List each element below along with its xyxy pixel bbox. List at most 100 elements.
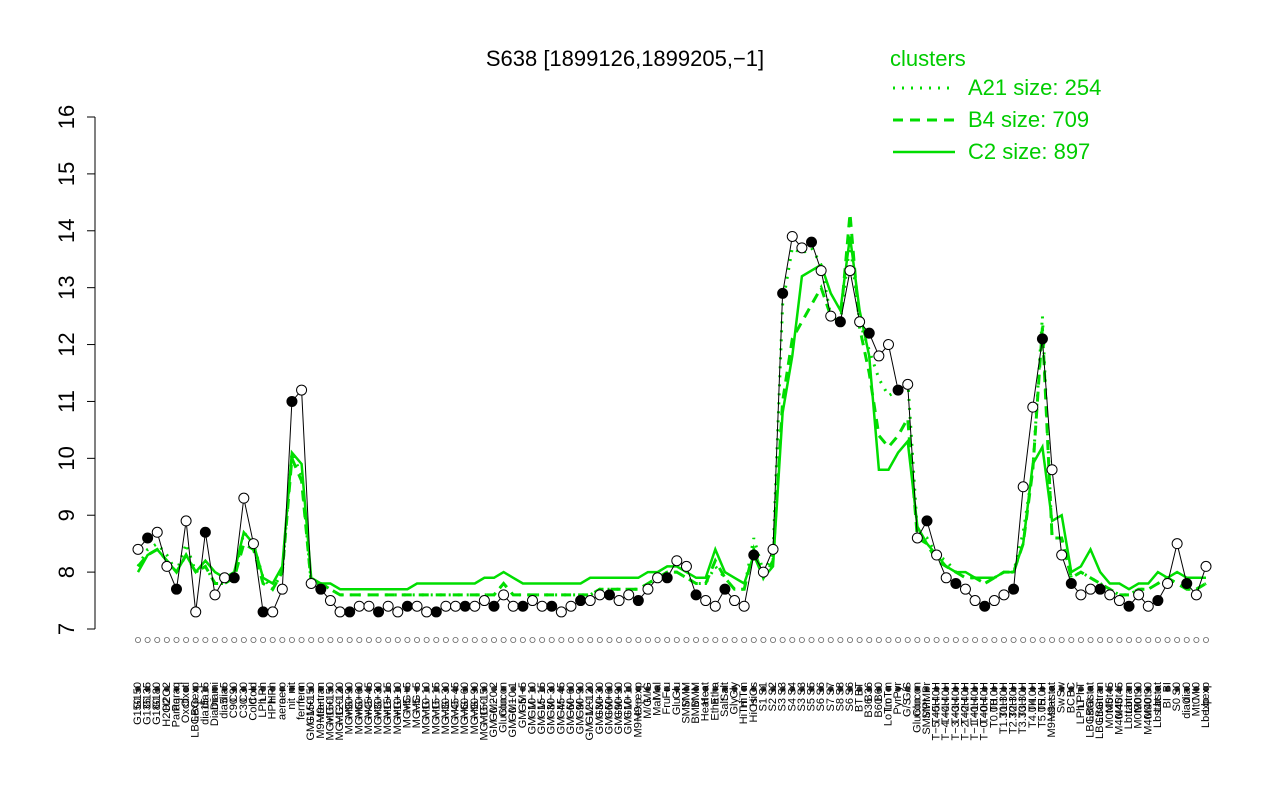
x-tick-mark — [529, 637, 536, 644]
x-tick-dot — [1020, 686, 1027, 692]
x-tick-mark — [1049, 637, 1056, 644]
x-tick-mark — [510, 637, 517, 644]
data-point — [959, 583, 971, 595]
x-tick-label: GM−0.2 — [488, 682, 500, 721]
x-tick-label-lower: S4 — [786, 698, 798, 711]
data-point — [488, 600, 500, 612]
x-tick-dot — [1135, 686, 1142, 692]
x-tick-mark — [991, 637, 998, 644]
data-point — [613, 595, 625, 607]
x-tick-dot — [375, 686, 382, 692]
x-tick-dot — [1154, 686, 1161, 692]
x-tick-label: G180 — [151, 682, 163, 709]
x-tick-label-lower: Cold — [247, 698, 259, 721]
x-tick-label-lower: T−3.40H — [950, 698, 962, 741]
x-tick-dot — [981, 686, 988, 692]
x-tick-label: Etha — [709, 681, 721, 705]
x-tick-dot — [1203, 686, 1209, 692]
x-tick-label: GM−45 — [555, 682, 567, 718]
x-tick-label-lower: MG+30 — [373, 698, 385, 734]
x-tick-mark — [644, 637, 651, 644]
x-tick-label: GM−0.1 — [507, 682, 519, 721]
x-tick-label-lower: Paraq — [170, 698, 182, 727]
x-tick-label-lower: GM−30 — [546, 698, 558, 734]
x-tick-mark — [818, 637, 825, 644]
y-tick-label: 11 — [54, 390, 79, 413]
x-tick-dot — [731, 686, 738, 692]
x-tick-dot — [798, 686, 805, 692]
x-tick-mark — [539, 637, 546, 644]
x-tick-label: LBGtran — [1094, 682, 1106, 723]
x-tick-label-lower: nit — [286, 698, 298, 710]
x-tick-mark — [664, 637, 671, 644]
x-tick-mark — [221, 637, 228, 644]
x-tick-label-lower: Pyr — [892, 698, 904, 715]
data-point — [555, 606, 567, 618]
data-point — [170, 583, 182, 595]
x-tick-label-lower: LPhT — [1075, 698, 1087, 725]
x-tick-mark — [433, 637, 440, 644]
x-tick-label: T4.0H — [1027, 682, 1039, 712]
legend-title: clusters — [890, 46, 966, 71]
x-tick-dot — [962, 686, 969, 692]
data-point — [786, 230, 798, 242]
data-point — [902, 378, 914, 390]
x-tick-label-lower: MG+60 — [353, 698, 365, 734]
x-tick-dot — [635, 686, 642, 692]
x-tick-label: H2O2 — [161, 682, 173, 711]
x-tick-mark — [337, 637, 344, 644]
x-tick-dot — [462, 686, 469, 692]
data-point — [247, 538, 259, 550]
data-point — [892, 384, 904, 396]
x-tick-label-lower: M40t45 — [1113, 698, 1125, 735]
x-tick-label: C90 — [228, 682, 240, 702]
x-tick-label: BMM — [690, 682, 702, 708]
x-tick-dot — [596, 686, 603, 692]
x-tick-mark — [693, 637, 700, 644]
x-tick-label: dia0 — [1181, 682, 1193, 703]
x-tick-mark — [972, 637, 979, 644]
x-tick-mark — [548, 637, 555, 644]
x-tick-label: Glucon — [911, 682, 923, 717]
x-tick-label-lower: GM−0.1 — [507, 698, 519, 737]
x-tick-label-lower: B60 — [873, 698, 885, 718]
data-point — [392, 606, 404, 618]
x-tick-label: LPh — [257, 682, 269, 702]
x-tick-label-lower: T−0.40H — [979, 698, 991, 741]
data-point — [382, 600, 394, 612]
x-tick-dot — [924, 686, 930, 692]
x-tick-mark — [1097, 637, 1104, 644]
x-tick-dot — [1164, 686, 1171, 692]
x-tick-dot — [337, 686, 343, 692]
x-tick-mark — [154, 637, 161, 644]
x-tick-dot — [423, 686, 430, 692]
data-point — [969, 595, 981, 607]
x-tick-label: T−5.40H — [931, 682, 943, 725]
x-tick-label-lower: GM−15 — [536, 698, 548, 734]
x-tick-label-lower: aero — [276, 698, 288, 720]
x-tick-mark — [847, 637, 854, 644]
x-tick-label-lower: T−2.40H — [959, 698, 971, 741]
x-tick-mark — [567, 637, 574, 644]
x-tick-label-lower: T1.30H — [998, 698, 1010, 734]
x-tick-mark — [1020, 637, 1027, 644]
x-tick-mark — [231, 637, 238, 644]
x-tick-mark — [1145, 637, 1152, 644]
x-tick-mark — [827, 637, 834, 644]
x-tick-label-lower: GM−5 — [517, 698, 529, 728]
y-tick-label: 16 — [54, 105, 79, 129]
x-tick-label: T−4.40H — [940, 682, 952, 725]
x-tick-label-lower: S3 — [796, 698, 808, 711]
x-tick-label: MG−30 — [440, 682, 452, 718]
x-tick-dot — [1010, 686, 1017, 692]
x-tick-label-lower: MG+150 — [324, 698, 336, 741]
x-tick-label-lower: M9−exp — [632, 698, 644, 737]
x-tick-label-lower: Etha — [709, 697, 721, 721]
x-tick-mark — [462, 637, 469, 644]
y-tick-label: 15 — [54, 162, 79, 186]
x-tick-label-lower: M0t90 — [1133, 698, 1145, 729]
x-tick-dot — [1029, 686, 1036, 692]
x-tick-label: GM+60 — [603, 682, 615, 718]
x-tick-label-lower: S2 — [767, 698, 779, 711]
